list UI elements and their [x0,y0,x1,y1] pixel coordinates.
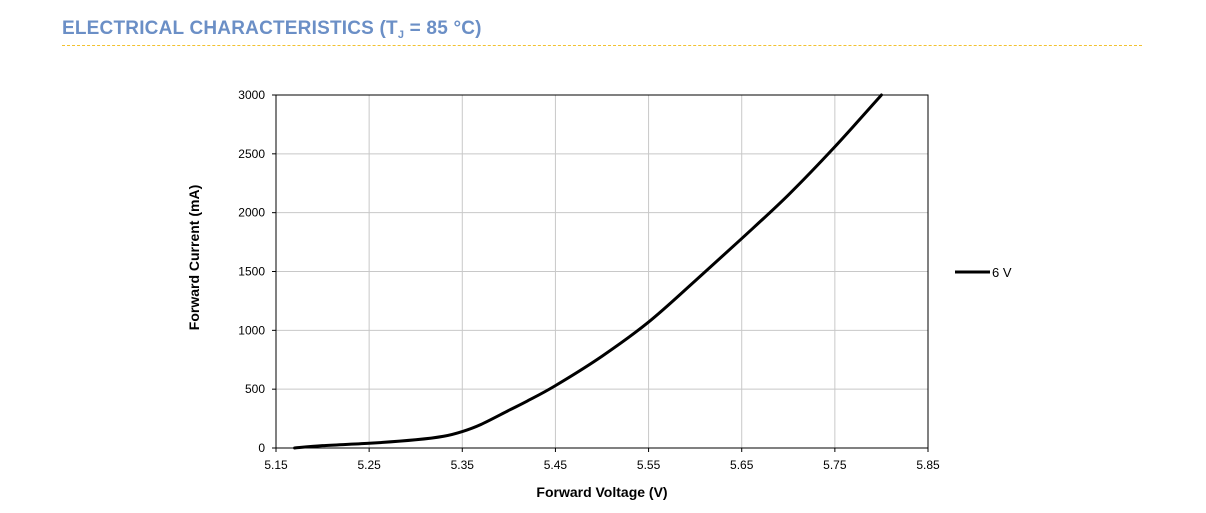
y-tick-label: 500 [245,382,265,396]
legend: 6 V [955,265,1012,280]
x-tick-label: 5.25 [357,458,381,472]
y-axis-title: Forward Current (mA) [186,185,202,330]
y-tick-label: 2500 [238,147,265,161]
x-tick-label: 5.65 [730,458,754,472]
x-tick-label: 5.55 [637,458,661,472]
y-tick-label: 3000 [238,88,265,102]
page-title-subscript: J [397,29,405,41]
page-title-main: ELECTRICAL CHARACTERISTICS (T [62,18,398,39]
page-title: ELECTRICAL CHARACTERISTICS (TJ = 85 °C) [62,18,482,41]
x-tick-label: 5.45 [544,458,568,472]
x-tick-label: 5.35 [451,458,475,472]
series-line-0 [293,93,883,450]
grid-layer [276,95,928,448]
x-tick-label: 5.15 [264,458,288,472]
y-tick-label: 1500 [238,265,265,279]
series-layer [293,93,883,450]
legend-label: 6 V [992,265,1012,280]
tick-layer: 5.15 5.25 5.35 5.45 5.55 5.65 5.75 5.85 0 500 1000… [238,88,940,472]
x-tick-label: 5.75 [823,458,847,472]
page-title-rest: = 85 °C) [404,18,482,39]
y-tick-label: 2000 [238,206,265,220]
y-tick-label: 1000 [238,323,265,337]
x-tick-label: 5.85 [916,458,940,472]
y-tick-label: 0 [258,441,265,455]
x-axis-title: Forward Voltage (V) [536,484,667,500]
title-divider [62,45,1142,46]
